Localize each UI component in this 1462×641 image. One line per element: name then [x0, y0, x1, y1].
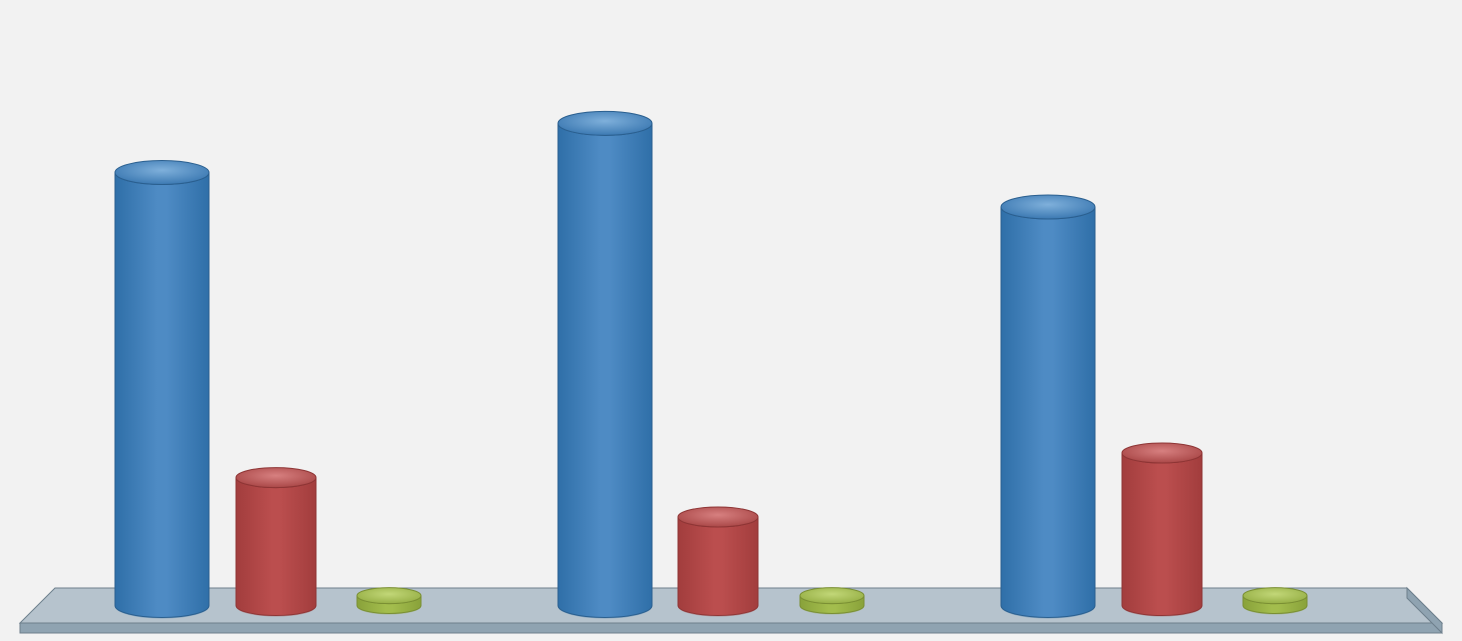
- chart-3d-cylinder: [0, 0, 1462, 641]
- chart-svg: [0, 0, 1462, 641]
